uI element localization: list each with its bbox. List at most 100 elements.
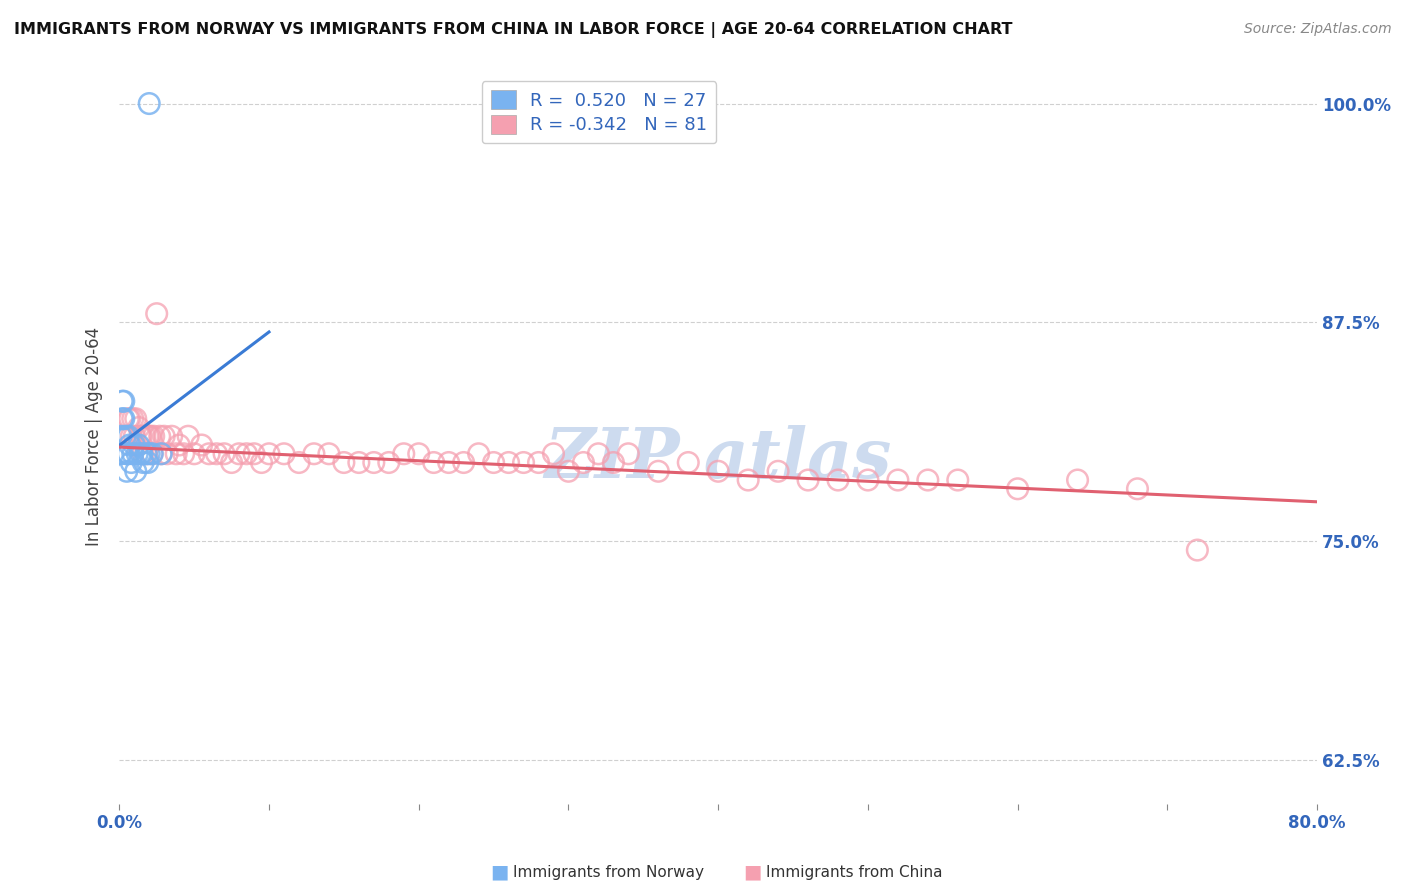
Point (118, 438, 141, 452)
Point (347, 456, 370, 470)
Y-axis label: In Labor Force | Age 20-64: In Labor Force | Age 20-64 (86, 326, 103, 546)
Point (136, 429, 159, 443)
Text: Source: ZipAtlas.com: Source: ZipAtlas.com (1244, 22, 1392, 37)
Point (707, 464, 730, 478)
Point (378, 456, 401, 470)
Point (512, 456, 534, 470)
Point (273, 447, 295, 461)
Point (142, 429, 165, 443)
Point (422, 456, 444, 470)
Point (150, 447, 173, 461)
Point (132, 447, 155, 461)
Point (678, 456, 700, 470)
Point (856, 473, 879, 487)
Point (138, 429, 160, 443)
Point (122, 438, 145, 452)
Point (482, 456, 505, 470)
Point (543, 447, 565, 461)
Point (141, 447, 163, 461)
Point (128, 420, 150, 434)
Point (408, 447, 430, 461)
Point (527, 456, 550, 470)
Point (117, 411, 139, 425)
Point (118, 411, 141, 425)
Point (114, 429, 136, 443)
Point (183, 447, 205, 461)
Point (235, 447, 257, 461)
Point (453, 456, 475, 470)
Point (129, 447, 152, 461)
Point (122, 429, 145, 443)
Point (737, 473, 759, 487)
Point (117, 429, 139, 443)
Point (120, 429, 142, 443)
Point (557, 464, 579, 478)
Point (617, 447, 640, 461)
Point (766, 464, 789, 478)
Point (392, 447, 415, 461)
Point (797, 473, 820, 487)
Point (198, 447, 221, 461)
Text: Immigrants from China: Immigrants from China (766, 865, 943, 880)
Point (112, 429, 135, 443)
Point (120, 456, 142, 470)
Point (437, 456, 460, 470)
Point (1126, 482, 1149, 496)
Point (1066, 473, 1088, 487)
Legend: R =  0.520   N = 27, R = -0.342   N = 81: R = 0.520 N = 27, R = -0.342 N = 81 (482, 81, 717, 144)
Point (111, 394, 134, 409)
Text: ■: ■ (489, 863, 509, 882)
Point (145, 307, 167, 321)
Point (135, 447, 157, 461)
Point (228, 447, 250, 461)
Point (498, 456, 520, 470)
Point (115, 464, 138, 478)
Point (141, 447, 163, 461)
Point (1007, 482, 1029, 496)
Text: IMMIGRANTS FROM NORWAY VS IMMIGRANTS FROM CHINA IN LABOR FORCE | AGE 20-64 CORRE: IMMIGRANTS FROM NORWAY VS IMMIGRANTS FRO… (14, 22, 1012, 38)
Point (257, 447, 280, 461)
Point (121, 411, 143, 425)
Point (221, 456, 243, 470)
Point (288, 456, 311, 470)
Point (647, 464, 669, 478)
Point (110, 447, 132, 461)
Point (602, 456, 624, 470)
Point (117, 447, 139, 461)
Point (177, 429, 200, 443)
Point (887, 473, 910, 487)
Point (156, 447, 179, 461)
Point (127, 447, 149, 461)
Point (115, 447, 138, 461)
Point (588, 447, 610, 461)
Point (129, 429, 152, 443)
Point (205, 447, 228, 461)
Point (302, 447, 325, 461)
Point (150, 447, 173, 461)
Point (127, 438, 149, 452)
Point (363, 456, 385, 470)
Point (333, 456, 356, 470)
Point (112, 394, 135, 409)
Point (946, 473, 969, 487)
Point (131, 429, 153, 443)
Point (136, 456, 159, 470)
Point (1187, 543, 1209, 558)
Point (134, 429, 156, 443)
Point (132, 456, 155, 470)
Point (467, 447, 489, 461)
Point (139, 429, 162, 443)
Point (153, 429, 176, 443)
Text: ZIP atlas: ZIP atlas (544, 425, 891, 492)
Text: ■: ■ (742, 863, 762, 882)
Point (173, 447, 195, 461)
Point (111, 411, 134, 425)
Point (131, 447, 153, 461)
Point (149, 429, 172, 443)
Point (212, 447, 235, 461)
Point (138, 447, 160, 461)
Point (135, 447, 157, 461)
Point (128, 438, 150, 452)
Point (121, 447, 143, 461)
Point (250, 456, 273, 470)
